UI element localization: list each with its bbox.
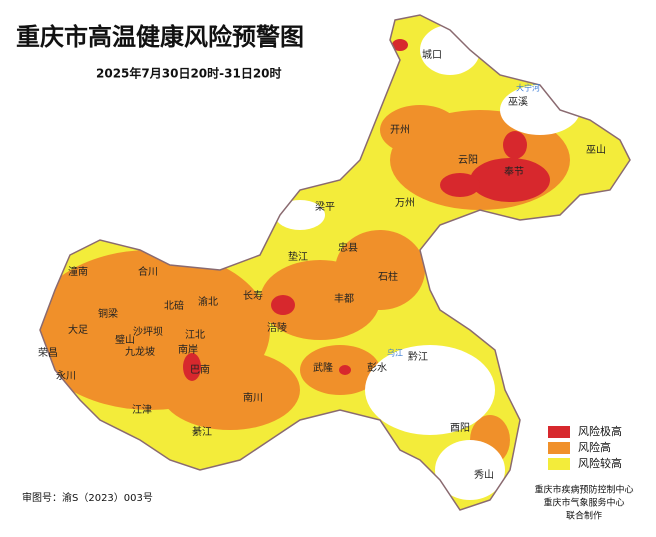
district-label: 合川 <box>138 265 158 278</box>
district-label: 永川 <box>56 369 76 382</box>
district-label: 万州 <box>395 197 415 209</box>
district-label: 城口 <box>422 49 442 61</box>
district-label: 巫溪 <box>508 96 528 108</box>
district-label: 武隆 <box>313 361 333 374</box>
district-label: 巴南 <box>190 363 210 376</box>
district-label: 九龙坡 <box>125 345 155 358</box>
district-label: 江津 <box>132 404 152 416</box>
district-label: 大足 <box>68 323 88 336</box>
district-label: 秀山 <box>474 469 494 481</box>
subtitle: 2025年7月30日20时-31日20时 <box>96 66 282 81</box>
district-label: 丰都 <box>334 292 354 305</box>
district-label: 忠县 <box>338 242 358 254</box>
district-label: 渝北 <box>198 295 218 308</box>
district-label: 南岸 <box>178 343 198 356</box>
district-label: 沙坪坝 <box>133 325 163 338</box>
legend-swatch <box>548 458 570 470</box>
district-label: 北碚 <box>164 299 184 312</box>
district-label: 梁平 <box>315 200 335 213</box>
district-label: 荣昌 <box>38 347 58 359</box>
district-label: 云阳 <box>458 154 478 166</box>
title: 重庆市高温健康风险预警图 <box>16 23 304 51</box>
producer: 重庆市疾病预防控制中心 <box>534 484 633 496</box>
producer: 联合制作 <box>566 510 602 522</box>
legend-swatch <box>548 426 570 438</box>
district-label: 潼南 <box>68 265 88 278</box>
district-label: 长寿 <box>243 289 263 302</box>
district-label: 铜梁 <box>98 307 118 320</box>
review-number: 审图号：渝S（2023）003号 <box>22 491 153 504</box>
district-label: 酉阳 <box>450 422 470 434</box>
district-label: 奉节 <box>504 165 524 178</box>
river-label: 大宁河 <box>516 83 540 93</box>
district-label: 涪陵 <box>267 321 287 334</box>
producer: 重庆市气象服务中心 <box>543 497 624 509</box>
district-label: 巫山 <box>586 144 606 156</box>
legend-label: 风险极高 <box>578 424 622 438</box>
legend-label: 风险较高 <box>578 456 622 470</box>
district-label: 黔江 <box>408 350 428 363</box>
legend-swatch <box>548 442 570 454</box>
district-label: 石柱 <box>378 270 398 283</box>
district-label: 垫江 <box>288 250 308 263</box>
legend-label: 风险高 <box>578 440 611 454</box>
district-label: 綦江 <box>192 425 212 438</box>
district-label: 彭水 <box>367 361 387 374</box>
district-label: 南川 <box>243 391 263 404</box>
city-border <box>39 14 631 511</box>
river-label: 乌江 <box>387 348 403 358</box>
district-label: 开州 <box>390 124 410 136</box>
district-label: 江北 <box>185 329 205 341</box>
district-label: 璧山 <box>115 333 135 346</box>
